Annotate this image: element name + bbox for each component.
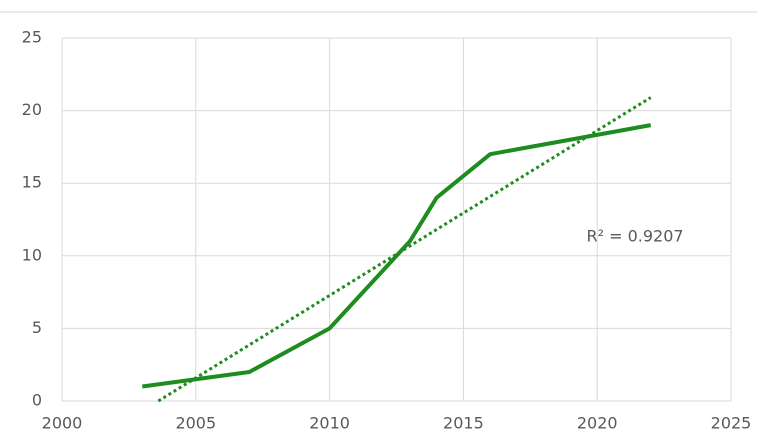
line-series (142, 123, 652, 389)
y-tick-label: 20 (22, 100, 42, 119)
y-tick-label: 5 (32, 318, 42, 337)
x-tick-label: 2025 (711, 414, 752, 433)
y-tick-label: 10 (22, 245, 42, 264)
x-tick-label: 2000 (42, 414, 83, 433)
x-tick-label: 2020 (577, 414, 618, 433)
y-tick-label: 15 (22, 173, 42, 192)
y-tick-label: 0 (32, 391, 42, 410)
y-tick-label: 25 (22, 28, 42, 47)
x-tick-label: 2015 (443, 414, 484, 433)
annotation: R² = 0.9207 (586, 227, 683, 246)
x-tick-label: 2005 (175, 414, 216, 433)
x-tick-label: 2010 (309, 414, 350, 433)
